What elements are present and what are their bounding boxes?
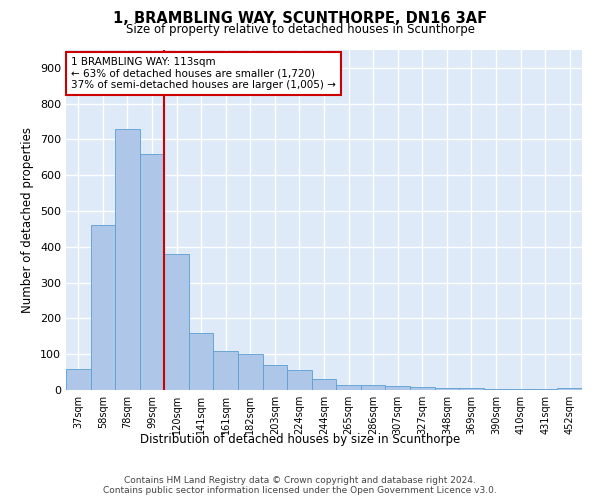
- Y-axis label: Number of detached properties: Number of detached properties: [22, 127, 34, 313]
- Bar: [434, 388, 459, 390]
- Bar: [140, 154, 164, 390]
- Bar: [66, 368, 91, 390]
- Text: Distribution of detached houses by size in Scunthorpe: Distribution of detached houses by size …: [140, 432, 460, 446]
- Bar: [214, 350, 238, 390]
- Bar: [385, 386, 410, 390]
- Bar: [238, 354, 263, 390]
- Text: 1, BRAMBLING WAY, SCUNTHORPE, DN16 3AF: 1, BRAMBLING WAY, SCUNTHORPE, DN16 3AF: [113, 11, 487, 26]
- Text: Size of property relative to detached houses in Scunthorpe: Size of property relative to detached ho…: [125, 22, 475, 36]
- Bar: [459, 388, 484, 390]
- Bar: [164, 254, 189, 390]
- Bar: [410, 387, 434, 390]
- Bar: [361, 384, 385, 390]
- Bar: [91, 226, 115, 390]
- Bar: [312, 380, 336, 390]
- Bar: [287, 370, 312, 390]
- Text: Contains HM Land Registry data © Crown copyright and database right 2024.
Contai: Contains HM Land Registry data © Crown c…: [103, 476, 497, 495]
- Text: 1 BRAMBLING WAY: 113sqm
← 63% of detached houses are smaller (1,720)
37% of semi: 1 BRAMBLING WAY: 113sqm ← 63% of detache…: [71, 57, 336, 90]
- Bar: [115, 128, 140, 390]
- Bar: [336, 384, 361, 390]
- Bar: [263, 365, 287, 390]
- Bar: [189, 332, 214, 390]
- Bar: [484, 389, 508, 390]
- Bar: [557, 388, 582, 390]
